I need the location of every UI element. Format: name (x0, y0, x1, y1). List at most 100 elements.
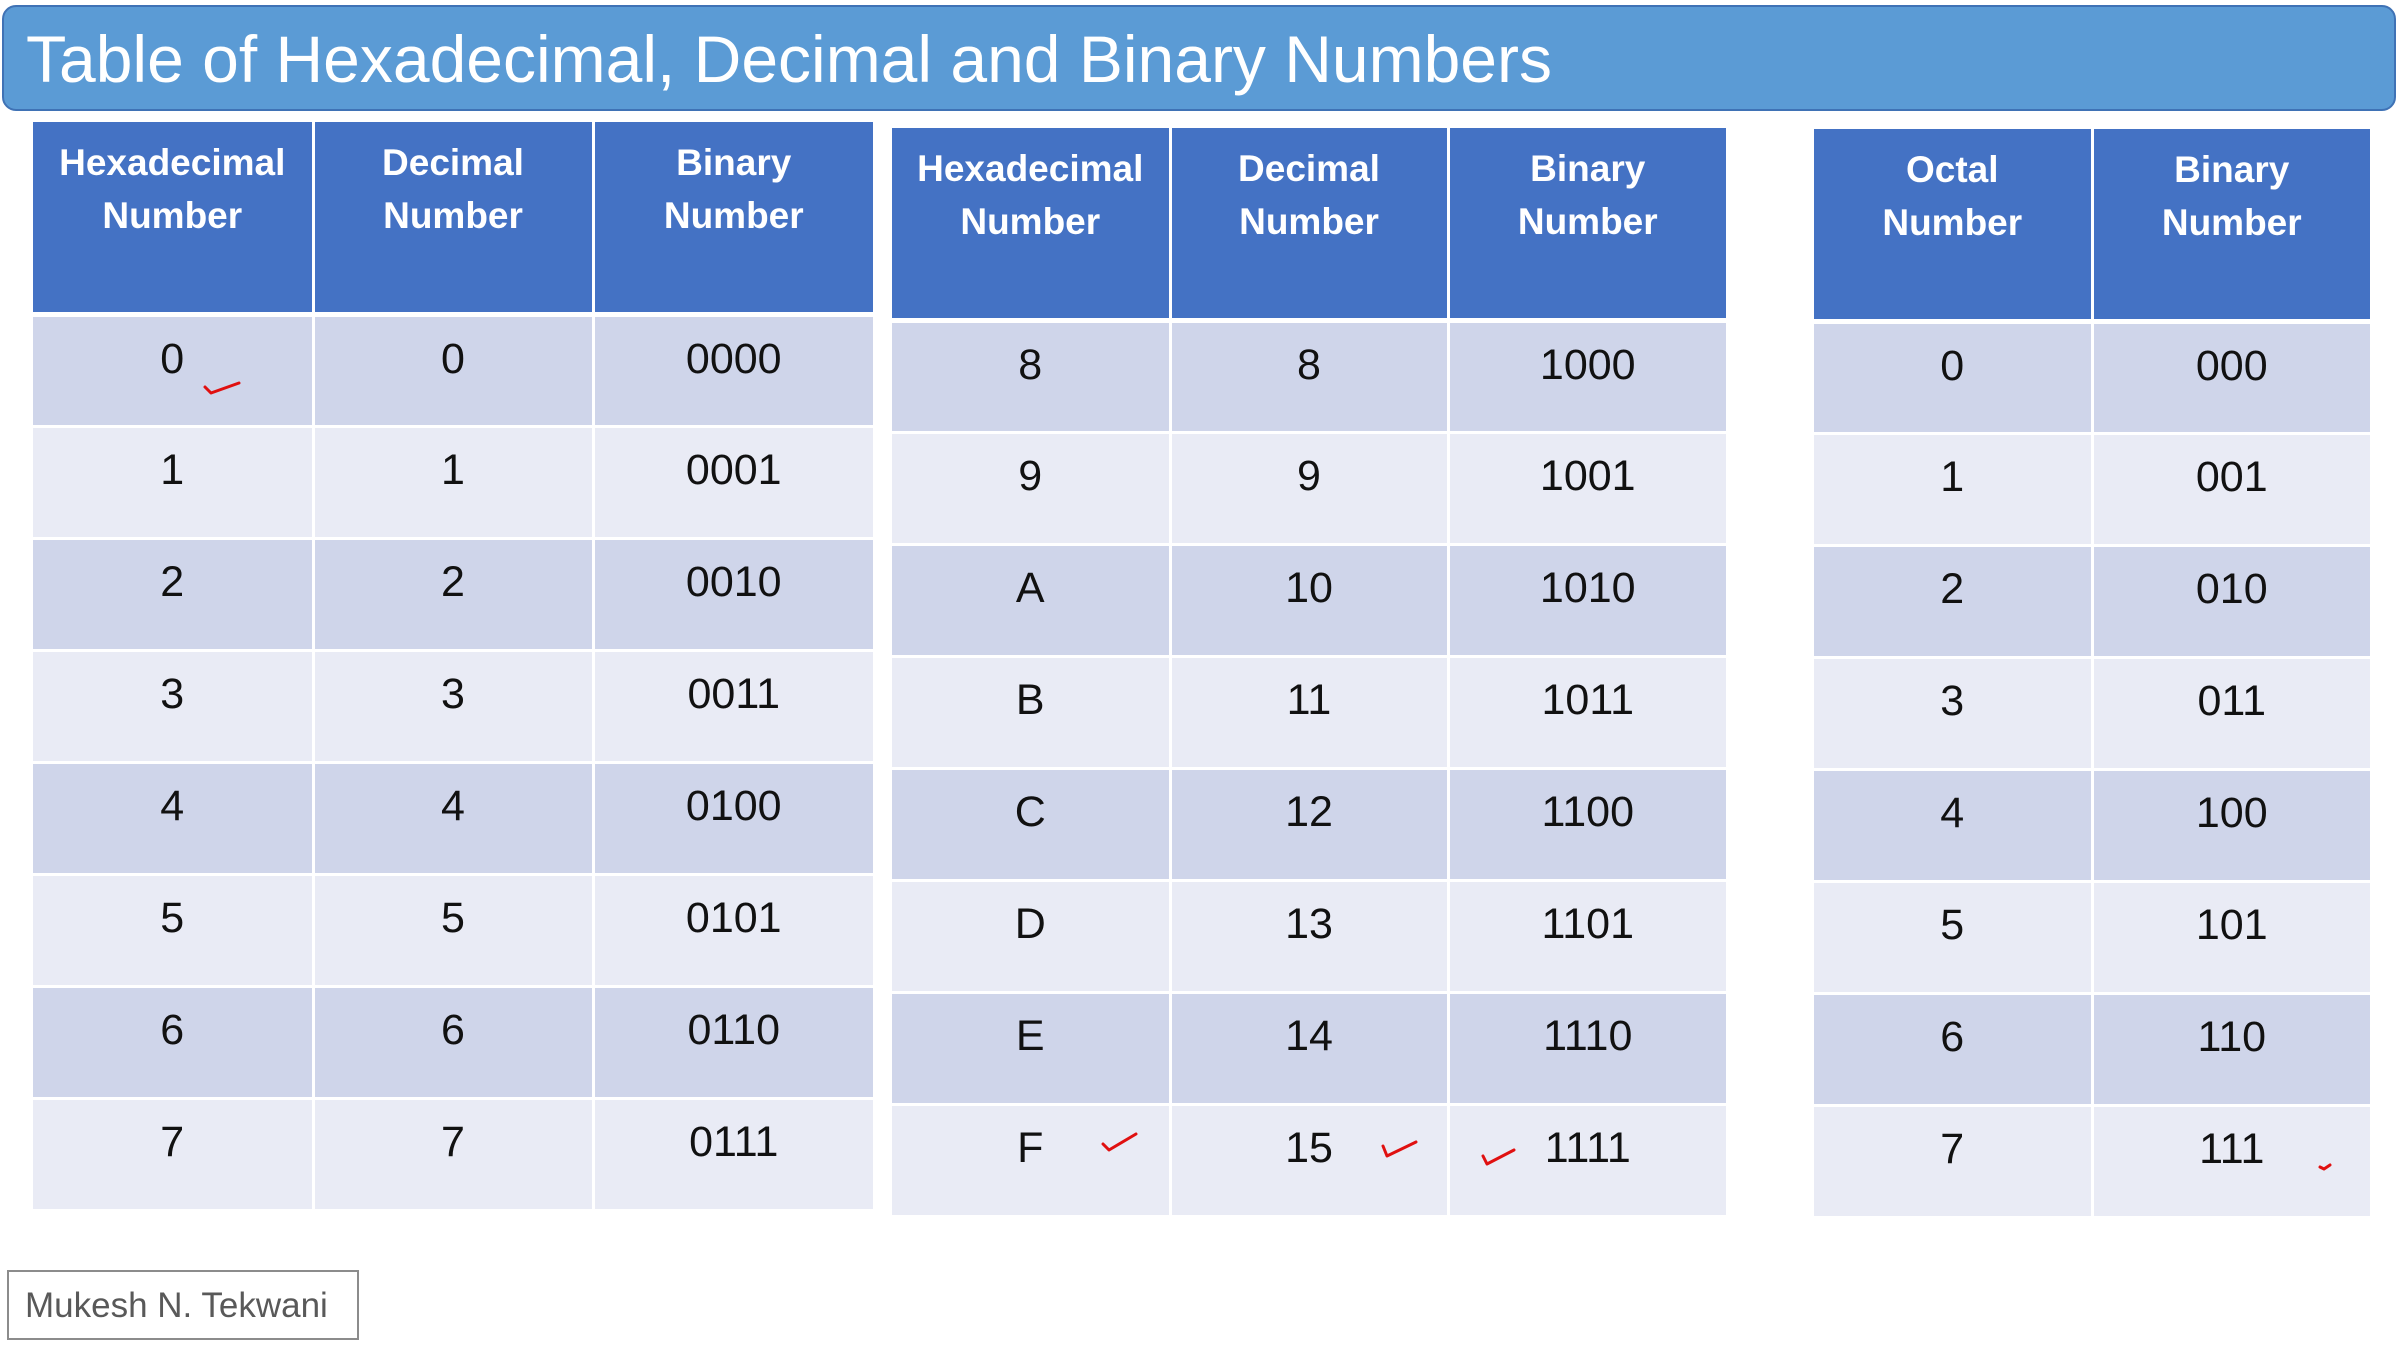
hex-decimal-binary-table-2: Hexadecimal Number Decimal Number Binary Nu… (892, 128, 1726, 1218)
table-cell: 000 (2092, 321, 2370, 435)
table-cell: 0 (1814, 321, 2094, 435)
check-mark-icon (1381, 1140, 1417, 1157)
header-decimal: Decimal Number (313, 122, 595, 317)
table-cell: 1100 (1448, 768, 1726, 882)
table-row: 5 5 0101 (33, 874, 873, 988)
table-cell: 2 (33, 538, 315, 652)
table-cell: 1011 (1448, 656, 1726, 770)
table-cell: 8 (1170, 320, 1450, 434)
octal-binary-table: Octal Number Binary Number 0 000 1 001 2 0… (1814, 129, 2370, 1219)
table-cell: 011 (2092, 657, 2370, 771)
table-cell: 4 (1814, 769, 2094, 883)
author-box: Mukesh N. Tekwani (7, 1270, 359, 1340)
table-cell: D (892, 880, 1172, 994)
table-cell: 100 (2092, 769, 2370, 883)
table-cell: E (892, 992, 1172, 1106)
table-cell: 0110 (593, 986, 873, 1100)
table-cell: 3 (1814, 657, 2094, 771)
table-row: A 10 1010 (892, 544, 1726, 658)
table-cell: 0100 (593, 762, 873, 876)
table-cell: C (892, 768, 1172, 882)
slide-title: Table of Hexadecimal, Decimal and Binary… (26, 22, 1552, 96)
table-cell: 3 (313, 650, 595, 764)
table-cell: 0001 (593, 426, 873, 540)
table-cell: 5 (1814, 881, 2094, 995)
table-cell: 1111 (1448, 1104, 1726, 1218)
table-cell: 7 (33, 1098, 315, 1212)
table-cell: 6 (313, 986, 595, 1100)
check-mark-icon (1481, 1148, 1515, 1165)
table-row: 6 6 0110 (33, 986, 873, 1100)
table-cell: 101 (2092, 881, 2370, 995)
table-cell: 1101 (1448, 880, 1726, 994)
table-cell: 5 (33, 874, 315, 988)
table-cell: 1 (313, 426, 595, 540)
table-row: C 12 1100 (892, 768, 1726, 882)
table-cell: 6 (1814, 993, 2094, 1107)
table-row: 1 001 (1814, 433, 2370, 547)
table-cell: F (892, 1104, 1172, 1218)
table-cell: 0010 (593, 538, 873, 652)
table-cell: 12 (1170, 768, 1450, 882)
table-row: F 15 1111 (892, 1104, 1726, 1218)
table-cell: 0 (33, 314, 315, 428)
table-cell: 7 (313, 1098, 595, 1212)
table-cell: 7 (1814, 1105, 2094, 1219)
table-row: 5 101 (1814, 881, 2370, 995)
table-row: D 13 1101 (892, 880, 1726, 994)
table-cell: 0011 (593, 650, 873, 764)
table-cell: 9 (1170, 432, 1450, 546)
table-row: 9 9 1001 (892, 432, 1726, 546)
table-cell: 010 (2092, 545, 2370, 659)
table-row: 8 8 1000 (892, 320, 1726, 434)
header-binary: Binary Number (2092, 129, 2370, 324)
header-binary: Binary Number (1448, 128, 1726, 323)
table-row: 2 010 (1814, 545, 2370, 659)
table-row: B 11 1011 (892, 656, 1726, 770)
table-row: 0 0 0000 (33, 314, 1392, 428)
table-cell: 9 (892, 432, 1172, 546)
table-cell: 14 (1170, 992, 1450, 1106)
table-row: 1 1 0001 (33, 426, 873, 540)
table-cell: 110 (2092, 993, 2370, 1107)
table-row: 2 2 0010 (33, 538, 873, 652)
table-row: 7 111 (1814, 1105, 2370, 1219)
table-row: 7 7 0111 (33, 1098, 873, 1212)
table-cell: 15 (1170, 1104, 1450, 1218)
table-cell: 2 (1814, 545, 2094, 659)
header-decimal: Decimal Number (1170, 128, 1450, 323)
table-cell: 6 (33, 986, 315, 1100)
table-cell: 10 (1170, 544, 1450, 658)
author-name: Mukesh N. Tekwani (25, 1286, 328, 1325)
table-cell: 0 (313, 314, 830, 428)
check-mark-icon (203, 381, 241, 394)
table-row: 3 3 0011 (33, 650, 873, 764)
table-cell: 0101 (593, 874, 873, 988)
table-cell: 2 (313, 538, 595, 652)
header-hexadecimal: Hexadecimal Number (892, 128, 1172, 323)
title-bar: Table of Hexadecimal, Decimal and Binary… (2, 5, 2396, 111)
table-cell: 4 (313, 762, 595, 876)
table-cell: 1 (1814, 433, 2094, 547)
table-cell: 8 (892, 320, 1172, 434)
table-row: 6 110 (1814, 993, 2370, 1107)
table-cell: 1110 (1448, 992, 1726, 1106)
table-cell: 001 (2092, 433, 2370, 547)
table-cell: 13 (1170, 880, 1450, 994)
table-cell: 11 (1170, 656, 1450, 770)
table-cell: A (892, 544, 1172, 658)
table-cell: 0111 (593, 1098, 873, 1212)
table-cell: 0000 (593, 314, 1392, 428)
table-cell: 1001 (1448, 432, 1726, 546)
table-cell: 4 (33, 762, 315, 876)
header-octal: Octal Number (1814, 129, 2094, 324)
table-cell: 3 (33, 650, 315, 764)
table-cell: 111 (2092, 1105, 2370, 1219)
header-binary: Binary Number (593, 122, 873, 317)
table-row: E 14 1110 (892, 992, 1726, 1106)
table-cell: 1000 (1448, 320, 1726, 434)
table-cell: B (892, 656, 1172, 770)
pen-mark-icon (2318, 1163, 2331, 1170)
header-hexadecimal: Hexadecimal Number (33, 122, 315, 317)
hex-decimal-binary-table-1: Hexadecimal Number Decimal Number Binary Nu… (33, 122, 1392, 1212)
